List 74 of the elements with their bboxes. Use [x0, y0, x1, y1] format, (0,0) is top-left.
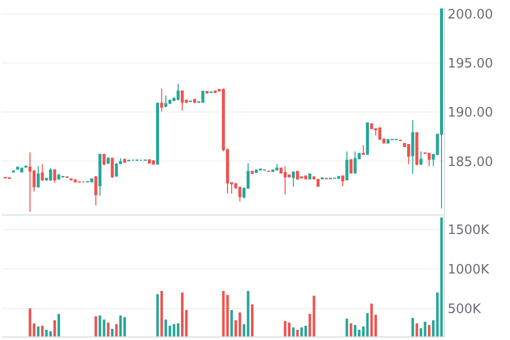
- candlestick: [4, 176, 7, 179]
- candlestick: [415, 132, 418, 166]
- candlestick: [386, 138, 390, 144]
- candlestick: [148, 158, 151, 164]
- candlestick: [250, 170, 254, 174]
- candlestick: [267, 170, 270, 173]
- candlestick: [49, 168, 52, 182]
- candlestick: [53, 168, 56, 184]
- candlestick: [428, 152, 431, 167]
- candlestick: [74, 178, 77, 183]
- candlestick: [98, 153, 102, 196]
- candlestick: [90, 178, 94, 183]
- candlestick: [152, 160, 155, 166]
- candlestick: [292, 171, 295, 188]
- candlestick: [110, 157, 114, 178]
- y-tick-label: 190.00: [448, 106, 494, 121]
- candlestick: [127, 159, 130, 162]
- candlestick: [362, 144, 365, 156]
- candlestick: [354, 150, 357, 174]
- candlestick: [275, 164, 278, 172]
- candlestick: [320, 176, 324, 180]
- candlestick: [374, 128, 378, 136]
- candlestick: [201, 90, 204, 104]
- candlestick: [36, 166, 40, 188]
- candlestick: [296, 170, 299, 180]
- candlestick: [238, 186, 242, 202]
- candlestick: [168, 98, 172, 105]
- candlestick: [8, 176, 11, 180]
- candlestick: [304, 174, 308, 180]
- candlestick: [12, 170, 16, 174]
- candlestick: [114, 162, 118, 178]
- candlestick: [40, 164, 44, 182]
- candlestick: [337, 175, 340, 180]
- candlestick: [188, 100, 192, 103]
- y-tick-label: 1500K: [448, 222, 490, 238]
- candlestick: [411, 119, 414, 174]
- candlestick: [106, 156, 110, 165]
- candlestick: [164, 94, 168, 108]
- y-tick-label: 200.00: [448, 7, 494, 22]
- candlestick: [66, 176, 69, 178]
- candlestick: [440, 8, 444, 209]
- candlestick: [308, 172, 312, 180]
- candlestick: [28, 152, 32, 212]
- candlestick: [156, 102, 160, 166]
- candlestick: [61, 175, 64, 178]
- y-tick-label: 500K: [448, 302, 482, 317]
- candlestick: [176, 83, 180, 101]
- candlestick: [316, 178, 320, 188]
- candlestick: [407, 144, 410, 165]
- candlestick: [419, 150, 422, 166]
- candlestick: [24, 165, 28, 168]
- y-tick-label: 1000K: [448, 262, 490, 278]
- candlestick: [180, 90, 184, 112]
- candlestick: [205, 90, 208, 94]
- candlestick: [214, 90, 217, 94]
- candlestick: [341, 174, 344, 187]
- candlestick: [70, 178, 73, 181]
- candlestick: [102, 153, 106, 166]
- candlestick: [210, 90, 213, 94]
- y-tick-label: 195.00: [448, 56, 494, 72]
- candlestick: [57, 173, 60, 180]
- candlestick: [20, 167, 24, 174]
- candlestick: [349, 158, 352, 174]
- candlestick: [284, 166, 287, 196]
- candlestick: [366, 122, 369, 156]
- candlestick: [16, 166, 20, 170]
- candlestick: [378, 126, 382, 141]
- candlestick: [254, 169, 258, 174]
- candlestick: [193, 98, 196, 104]
- candlestick: [345, 150, 348, 181]
- y-tick-label: 185.00: [448, 154, 494, 170]
- candlestick: [160, 88, 164, 112]
- candlestick: [258, 168, 262, 172]
- candlestick: [94, 175, 98, 206]
